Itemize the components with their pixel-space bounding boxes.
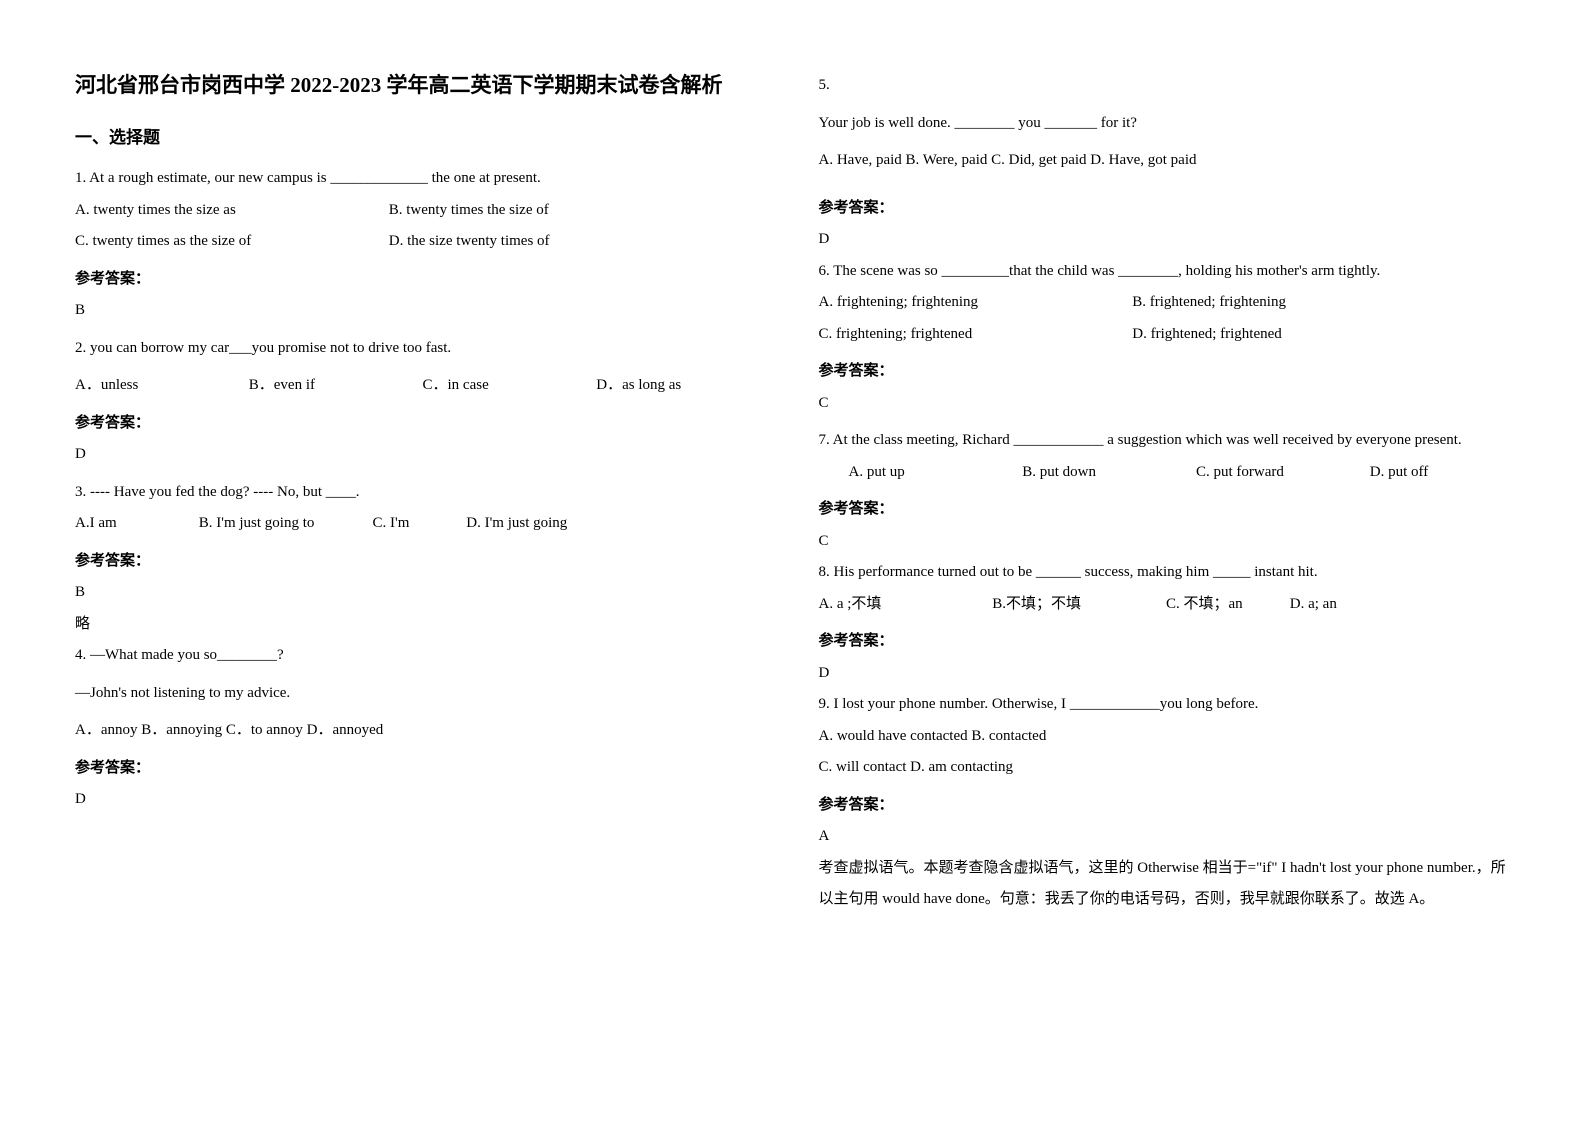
q9-answer: A bbox=[819, 821, 1513, 853]
q9-options-row1: A. would have contacted B. contacted bbox=[819, 721, 1513, 753]
q2-opt-c: C．in case bbox=[423, 370, 593, 402]
q8-stem: 8. His performance turned out to be ____… bbox=[819, 557, 1513, 589]
q4-answer: D bbox=[75, 784, 769, 816]
q2-answer: D bbox=[75, 439, 769, 471]
q1-stem: 1. At a rough estimate, our new campus i… bbox=[75, 163, 769, 195]
q5-num: 5. bbox=[819, 70, 1513, 102]
q7-opt-a: A. put up bbox=[849, 457, 1019, 489]
q9-explanation: 考查虚拟语气。本题考查隐含虚拟语气，这里的 Otherwise 相当于="if"… bbox=[819, 853, 1513, 916]
q7-answer: C bbox=[819, 526, 1513, 558]
q7-opt-c: C. put forward bbox=[1196, 457, 1366, 489]
q8-options: A. a ;不填 B.不填；不填 C. 不填；an D. a; an bbox=[819, 589, 1513, 621]
q4-answer-label: 参考答案： bbox=[75, 753, 769, 785]
document-title: 河北省邢台市岗西中学 2022-2023 学年高二英语下学期期末试卷含解析 bbox=[75, 70, 769, 102]
q9-options-row2: C. will contact D. am contacting bbox=[819, 752, 1513, 784]
q2-stem: 2. you can borrow my car___you promise n… bbox=[75, 333, 769, 365]
q2-opt-d: D．as long as bbox=[596, 377, 681, 393]
q8-opt-b: B.不填；不填 bbox=[992, 589, 1162, 621]
q3-opt-b: B. I'm just going to bbox=[199, 508, 369, 540]
right-column: 5. Your job is well done. ________ you _… bbox=[794, 70, 1538, 1082]
q9-answer-label: 参考答案： bbox=[819, 790, 1513, 822]
q8-opt-d: D. a; an bbox=[1290, 596, 1337, 612]
q3-opt-a: A.I am bbox=[75, 508, 195, 540]
q5-stem: Your job is well done. ________ you ____… bbox=[819, 108, 1513, 140]
q7-opt-b: B. put down bbox=[1022, 457, 1192, 489]
q9-stem: 9. I lost your phone number. Otherwise, … bbox=[819, 689, 1513, 721]
q2-answer-label: 参考答案： bbox=[75, 408, 769, 440]
q2-opt-b: B．even if bbox=[249, 370, 419, 402]
q6-opt-b: B. frightened; frightening bbox=[1132, 294, 1286, 310]
q1-options-row1: A. twenty times the size as B. twenty ti… bbox=[75, 195, 769, 227]
q1-opt-c: C. twenty times as the size of bbox=[75, 226, 385, 258]
q7-opt-d: D. put off bbox=[1370, 464, 1428, 480]
q7-answer-label: 参考答案： bbox=[819, 494, 1513, 526]
q1-options-row2: C. twenty times as the size of D. the si… bbox=[75, 226, 769, 258]
q6-options-row2: C. frightening; frightened D. frightened… bbox=[819, 319, 1513, 351]
q7-options: A. put up B. put down C. put forward D. … bbox=[819, 457, 1513, 489]
q6-opt-a: A. frightening; frightening bbox=[819, 287, 1129, 319]
q3-answer: B bbox=[75, 577, 769, 609]
q7-stem: 7. At the class meeting, Richard _______… bbox=[819, 425, 1513, 457]
q5-options: A. Have, paid B. Were, paid C. Did, get … bbox=[819, 145, 1513, 177]
q6-answer: C bbox=[819, 388, 1513, 420]
q1-opt-d: D. the size twenty times of bbox=[389, 233, 550, 249]
q4-stem2: —John's not listening to my advice. bbox=[75, 678, 769, 710]
q8-opt-a: A. a ;不填 bbox=[819, 589, 989, 621]
q8-opt-c: C. 不填；an bbox=[1166, 589, 1286, 621]
q5-answer: D bbox=[819, 224, 1513, 256]
q1-opt-b: B. twenty times the size of bbox=[389, 202, 549, 218]
q8-answer: D bbox=[819, 658, 1513, 690]
q3-opt-d: D. I'm just going bbox=[466, 515, 567, 531]
q6-options-row1: A. frightening; frightening B. frightene… bbox=[819, 287, 1513, 319]
q2-opt-a: A．unless bbox=[75, 370, 245, 402]
q3-opt-c: C. I'm bbox=[373, 508, 463, 540]
q5-answer-label: 参考答案： bbox=[819, 193, 1513, 225]
q6-opt-c: C. frightening; frightened bbox=[819, 319, 1129, 351]
left-column: 河北省邢台市岗西中学 2022-2023 学年高二英语下学期期末试卷含解析 一、… bbox=[50, 70, 794, 1082]
section-heading: 一、选择题 bbox=[75, 120, 769, 156]
q4-options: A．annoy B．annoying C．to annoy D．annoyed bbox=[75, 715, 769, 747]
q1-opt-a: A. twenty times the size as bbox=[75, 195, 385, 227]
q6-stem: 6. The scene was so _________that the ch… bbox=[819, 256, 1513, 288]
q6-opt-d: D. frightened; frightened bbox=[1132, 326, 1282, 342]
q6-answer-label: 参考答案： bbox=[819, 356, 1513, 388]
q1-answer-label: 参考答案： bbox=[75, 264, 769, 296]
q3-options: A.I am B. I'm just going to C. I'm D. I'… bbox=[75, 508, 769, 540]
q4-stem1: 4. —What made you so________? bbox=[75, 640, 769, 672]
q8-answer-label: 参考答案： bbox=[819, 626, 1513, 658]
q3-stem: 3. ---- Have you fed the dog? ---- No, b… bbox=[75, 477, 769, 509]
q2-options: A．unless B．even if C．in case D．as long a… bbox=[75, 370, 769, 402]
q3-omit: 略 bbox=[75, 609, 769, 641]
q1-answer: B bbox=[75, 295, 769, 327]
q3-answer-label: 参考答案： bbox=[75, 546, 769, 578]
